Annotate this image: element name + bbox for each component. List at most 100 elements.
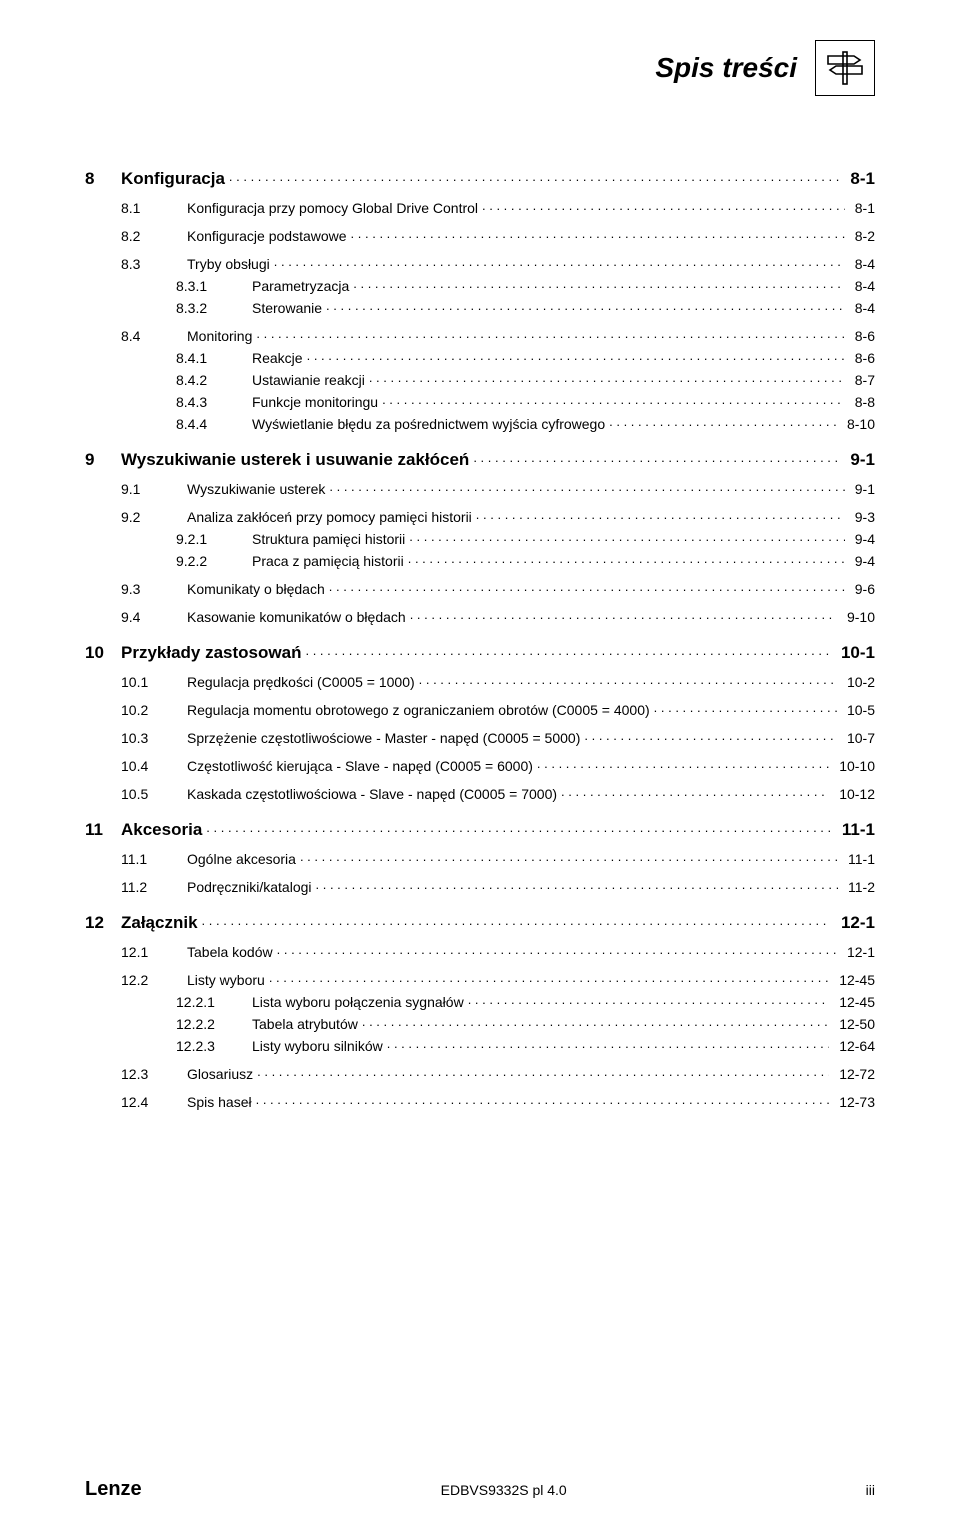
toc-page-ref: 9-1 <box>849 482 875 496</box>
toc-chapter-title: Akcesoria <box>121 821 202 838</box>
toc-row: 9.4Kasowanie komunikatów o błędach9-10 <box>85 608 875 624</box>
toc-leader <box>609 415 837 429</box>
toc-row: 9.2Analiza zakłóceń przy pomocy pamięci … <box>85 508 875 524</box>
toc-page-ref: 8-1 <box>849 201 875 215</box>
toc-leader <box>316 878 839 892</box>
toc-section-title: Częstotliwość kierująca - Slave - napęd … <box>187 759 533 773</box>
toc-subsection-number: 8.4.4 <box>176 417 252 431</box>
toc-row: 10.3Sprzężenie częstotliwościowe - Maste… <box>85 729 875 745</box>
toc-page-ref: 12-45 <box>833 995 875 1009</box>
toc-section-number: 8.1 <box>121 201 187 215</box>
toc-section-number: 8.3 <box>121 257 187 271</box>
toc-subsection-title: Ustawianie reakcji <box>252 373 365 387</box>
signpost-icon <box>815 40 875 96</box>
toc-row: 8.2Konfiguracje podstawowe8-2 <box>85 227 875 243</box>
toc-page-ref: 12-64 <box>833 1039 875 1053</box>
toc-page-ref: 12-1 <box>835 914 875 931</box>
toc-page-ref: 10-7 <box>841 731 875 745</box>
toc-page-ref: 11-1 <box>836 821 875 838</box>
toc-page-ref: 8-6 <box>849 329 875 343</box>
toc-chapter-number: 8 <box>85 170 121 187</box>
toc-page-ref: 10-1 <box>835 644 875 661</box>
toc-row: 8Konfiguracja8-1 <box>85 170 875 187</box>
toc-section-title: Kaskada częstotliwościowa - Slave - napę… <box>187 787 557 801</box>
toc-leader <box>654 701 837 715</box>
toc-section-number: 9.3 <box>121 582 187 596</box>
toc-row: 12.2Listy wyboru12-45 <box>85 971 875 987</box>
toc-subsection-number: 12.2.1 <box>176 995 252 1009</box>
toc-row: 8.3.2Sterowanie8-4 <box>85 299 875 315</box>
toc-row: 11Akcesoria 11-1 <box>85 821 875 838</box>
toc-page-ref: 12-50 <box>833 1017 875 1031</box>
toc-leader <box>419 673 837 687</box>
toc-page-ref: 11-1 <box>842 852 875 866</box>
toc-leader <box>307 349 845 363</box>
toc-subsection-number: 9.2.1 <box>176 532 252 546</box>
toc-section-number: 8.4 <box>121 329 187 343</box>
toc-row: 9.3Komunikaty o błędach 9-6 <box>85 580 875 596</box>
toc-section-number: 10.2 <box>121 703 187 717</box>
toc-leader <box>300 850 838 864</box>
toc-page-ref: 8-8 <box>849 395 875 409</box>
toc-section-title: Konfiguracja przy pomocy Global Drive Co… <box>187 201 478 215</box>
toc-subsection-number: 12.2.3 <box>176 1039 252 1053</box>
toc-subsection-title: Lista wyboru połączenia sygnałów <box>252 995 464 1009</box>
toc-chapter-title: Konfiguracja <box>121 170 225 187</box>
toc-section-title: Analiza zakłóceń przy pomocy pamięci his… <box>187 510 472 524</box>
toc-leader <box>256 1093 830 1107</box>
toc-subsection-title: Funkcje monitoringu <box>252 395 378 409</box>
toc-section-number: 10.1 <box>121 675 187 689</box>
toc-leader <box>353 277 845 291</box>
toc-chapter-number: 10 <box>85 644 121 661</box>
toc-row: 12.2.3Listy wyboru silników12-64 <box>85 1037 875 1053</box>
toc-row: 8.4.4Wyświetlanie błędu za pośrednictwem… <box>85 415 875 431</box>
toc-chapter-title: Wyszukiwanie usterek i usuwanie zakłóceń <box>121 451 469 468</box>
page-footer: Lenze EDBVS9332S pl 4.0 iii <box>85 1478 875 1501</box>
toc-section-title: Komunikaty o błędach <box>187 582 325 596</box>
toc-section-title: Ogólne akcesoria <box>187 852 296 866</box>
toc-section-title: Podręczniki/katalogi <box>187 880 312 894</box>
toc-row: 12Załącznik12-1 <box>85 914 875 931</box>
toc-leader <box>476 508 845 522</box>
toc-row: 10.1Regulacja prędkości (C0005 = 1000)10… <box>85 673 875 689</box>
toc-section-title: Tabela kodów <box>187 945 273 959</box>
toc-page-ref: 10-5 <box>841 703 875 717</box>
toc-leader <box>256 327 844 341</box>
toc-row: 9.2.2Praca z pamięcią historii9-4 <box>85 552 875 568</box>
page-title: Spis treści <box>655 52 797 84</box>
footer-page-number: iii <box>866 1482 875 1498</box>
toc-chapter-number: 11 <box>85 821 121 838</box>
toc-section-number: 12.4 <box>121 1095 187 1109</box>
toc-page-ref: 8-2 <box>849 229 875 243</box>
toc-row: 12.2.1Lista wyboru połączenia sygnałów 12… <box>85 993 875 1009</box>
toc-leader <box>257 1065 829 1079</box>
toc-section-title: Wyszukiwanie usterek <box>187 482 325 496</box>
toc-page-ref: 8-6 <box>849 351 875 365</box>
toc-section-number: 10.4 <box>121 759 187 773</box>
toc-row: 10.2Regulacja momentu obrotowego z ogran… <box>85 701 875 717</box>
toc-leader <box>369 371 845 385</box>
toc-leader <box>409 530 844 544</box>
toc-row: 9.1Wyszukiwanie usterek9-1 <box>85 480 875 496</box>
toc-page-ref: 9-4 <box>849 532 875 546</box>
toc-row: 9.2.1Struktura pamięci historii9-4 <box>85 530 875 546</box>
toc-section-title: Tryby obsługi <box>187 257 270 271</box>
toc-page-ref: 10-2 <box>841 675 875 689</box>
toc-leader <box>269 971 829 985</box>
toc-page-ref: 8-7 <box>849 373 875 387</box>
toc-section-number: 8.2 <box>121 229 187 243</box>
toc-subsection-title: Sterowanie <box>252 301 322 315</box>
toc-leader <box>274 255 845 269</box>
toc-row: 11.2Podręczniki/katalogi11-2 <box>85 878 875 894</box>
toc-row: 10.4Częstotliwość kierująca - Slave - na… <box>85 757 875 773</box>
toc-leader <box>482 199 845 213</box>
toc-leader <box>468 993 830 1007</box>
toc-section-number: 9.2 <box>121 510 187 524</box>
toc-row: 12.3Glosariusz12-72 <box>85 1065 875 1081</box>
toc-page-ref: 12-45 <box>833 973 875 987</box>
toc-section-number: 10.5 <box>121 787 187 801</box>
toc-page-ref: 9-6 <box>849 582 875 596</box>
toc-page-ref: 8-4 <box>849 301 875 315</box>
toc-page-ref: 8-4 <box>849 257 875 271</box>
toc-subsection-number: 8.4.1 <box>176 351 252 365</box>
